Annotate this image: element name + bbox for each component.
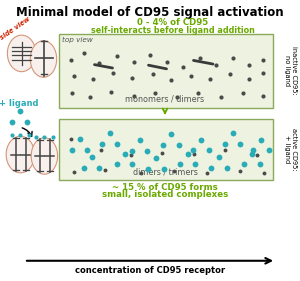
Text: dimers / trimers: dimers / trimers: [133, 167, 197, 176]
Text: top view: top view: [62, 37, 93, 43]
Text: active CD95:
+ ligand: active CD95: + ligand: [284, 128, 297, 171]
Bar: [58, 119, 273, 180]
Text: + ligand: + ligand: [0, 99, 38, 108]
Ellipse shape: [6, 136, 35, 173]
Bar: [58, 34, 273, 108]
Text: inactive CD95:
no ligand: inactive CD95: no ligand: [284, 46, 297, 95]
Ellipse shape: [31, 138, 58, 174]
Text: 0 - 4% of CD95: 0 - 4% of CD95: [137, 18, 208, 27]
Ellipse shape: [7, 35, 36, 72]
Text: concentration of CD95 receptor: concentration of CD95 receptor: [75, 266, 225, 275]
Ellipse shape: [30, 41, 57, 77]
Text: self-interacts before ligand addition: self-interacts before ligand addition: [91, 26, 254, 35]
Text: side view: side view: [0, 16, 32, 40]
Text: monomers / dimers: monomers / dimers: [125, 95, 205, 104]
Text: Minimal model of CD95 signal activation: Minimal model of CD95 signal activation: [16, 6, 284, 19]
Text: small, isolated complexes: small, isolated complexes: [102, 190, 228, 199]
Text: ~ 15 % of CD95 forms: ~ 15 % of CD95 forms: [112, 183, 218, 192]
